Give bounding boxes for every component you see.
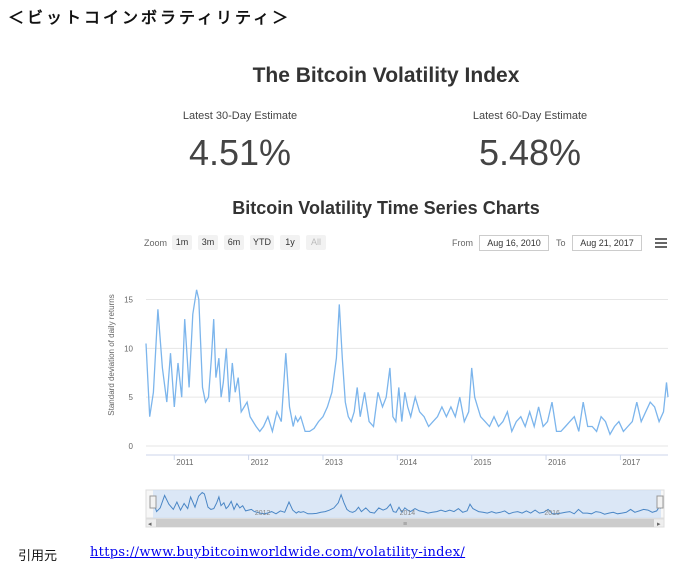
estimate-60-day-value: 5.48% bbox=[478, 132, 582, 173]
navigator-left-handle[interactable] bbox=[149, 495, 157, 509]
zoom-all-button[interactable]: All bbox=[306, 235, 326, 250]
zoom-1y-button[interactable]: 1y bbox=[280, 235, 300, 250]
navigator: 2012 2014 2016 ◂ ▸ ≡ bbox=[145, 489, 665, 528]
zoom-label: Zoom bbox=[144, 238, 168, 248]
x-tick-label: 2012 bbox=[251, 458, 269, 467]
estimate-30-day: Latest 30-Day Estimate 4.51% bbox=[120, 110, 360, 174]
scrollbar-left-arrow-icon[interactable]: ◂ bbox=[148, 521, 152, 528]
navigator-tick-label: 2016 bbox=[544, 510, 560, 517]
to-date-input[interactable]: Aug 21, 2017 bbox=[572, 235, 642, 251]
x-tick-label: 2013 bbox=[325, 458, 343, 467]
y-axis-label: Standard deviation of daily returns bbox=[107, 294, 116, 415]
source-link[interactable]: https://www.buybitcoinworldwide.com/vola… bbox=[90, 545, 466, 560]
from-label: From bbox=[452, 238, 473, 248]
scrollbar-right-arrow-icon[interactable]: ▸ bbox=[657, 521, 661, 528]
zoom-ytd-button[interactable]: YTD bbox=[250, 235, 274, 250]
chart-section-title: Bitcoin Volatility Time Series Charts bbox=[232, 198, 540, 218]
navigator-ticks: 2012 2014 2016 bbox=[255, 510, 560, 517]
navigator-tick-label: 2012 bbox=[255, 510, 271, 517]
page-title: The Bitcoin Volatility Index bbox=[252, 64, 520, 87]
scrollbar-grip-icon: ≡ bbox=[403, 521, 407, 528]
y-tick-label: 5 bbox=[129, 393, 134, 402]
chart-grid bbox=[146, 299, 668, 456]
volatility-chart: Standard deviation of daily returns 0 5 10… bbox=[107, 289, 669, 528]
navigator-tick-label: 2014 bbox=[400, 510, 416, 517]
scrollbar-thumb[interactable] bbox=[156, 519, 654, 527]
x-tick-label: 2015 bbox=[474, 458, 492, 467]
estimate-30-day-value: 4.51% bbox=[188, 132, 292, 173]
x-tick-label: 2017 bbox=[622, 458, 640, 467]
from-date-input[interactable]: Aug 16, 2010 bbox=[479, 235, 549, 251]
y-axis-ticks: 0 5 10 15 bbox=[124, 296, 133, 451]
volatility-series-line bbox=[145, 289, 669, 436]
zoom-6m-button[interactable]: 6m bbox=[224, 235, 244, 250]
hamburger-menu-icon[interactable] bbox=[655, 238, 667, 248]
page-heading: ＜ビットコインボラティリティ＞ bbox=[8, 8, 292, 27]
source-label: 引用元 bbox=[18, 549, 58, 564]
navigator-right-handle[interactable] bbox=[656, 495, 664, 509]
estimate-60-day-label: Latest 60-Day Estimate bbox=[472, 110, 588, 122]
x-axis-ticks: 2011 2012 2013 2014 2015 2016 2017 bbox=[173, 455, 641, 467]
zoom-1m-button[interactable]: 1m bbox=[172, 235, 192, 250]
zoom-3m-button[interactable]: 3m bbox=[198, 235, 218, 250]
to-label: To bbox=[556, 238, 566, 248]
y-tick-label: 0 bbox=[129, 442, 134, 451]
x-tick-label: 2014 bbox=[399, 458, 417, 467]
y-tick-label: 10 bbox=[124, 344, 133, 353]
estimate-60-day: Latest 60-Day Estimate 5.48% bbox=[410, 110, 650, 174]
x-tick-label: 2011 bbox=[176, 458, 194, 467]
estimate-30-day-label: Latest 30-Day Estimate bbox=[182, 110, 298, 122]
y-tick-label: 15 bbox=[124, 296, 133, 305]
x-tick-label: 2016 bbox=[548, 458, 566, 467]
navigator-series-line bbox=[152, 491, 662, 515]
